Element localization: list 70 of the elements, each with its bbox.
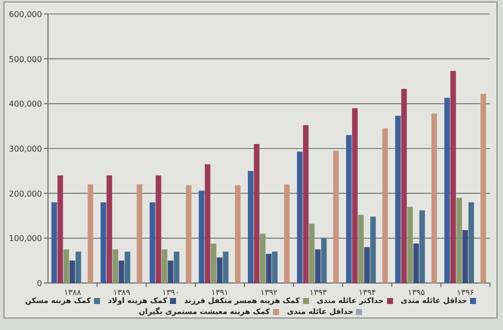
bar — [413, 244, 419, 283]
bar — [216, 257, 222, 283]
bar — [150, 202, 156, 283]
bar — [254, 144, 260, 283]
bar — [64, 249, 70, 283]
y-tick-label: 600,000 — [8, 10, 42, 19]
bar — [186, 185, 192, 283]
x-tick-label: ۱۳۸۸ — [64, 288, 82, 297]
bar — [358, 214, 364, 283]
bar — [364, 247, 370, 283]
bar — [321, 238, 327, 283]
bar — [136, 184, 142, 283]
bar — [419, 210, 425, 283]
bar — [198, 190, 204, 283]
y-tick-label: 300,000 — [8, 144, 42, 154]
bar — [210, 244, 216, 283]
bar — [168, 260, 174, 283]
bar — [480, 94, 486, 283]
x-tick-label: ۱۳۹۵ — [408, 288, 425, 297]
bar — [272, 252, 278, 283]
bar — [315, 249, 321, 283]
bar — [100, 202, 106, 283]
bar — [450, 70, 456, 283]
bar — [407, 206, 413, 283]
bar — [266, 254, 272, 283]
bar — [112, 249, 118, 283]
y-tick-label: 200,000 — [8, 189, 42, 198]
bar — [352, 108, 358, 283]
bar — [284, 184, 290, 283]
bar — [88, 184, 94, 283]
y-tick-label: 0 — [36, 279, 42, 288]
bar — [346, 135, 352, 283]
bar — [76, 252, 82, 283]
bar — [333, 150, 339, 283]
x-tick-label: ۱۳۸۹ — [113, 288, 130, 297]
bar — [234, 185, 241, 283]
bar — [248, 170, 254, 283]
x-tick-label: ۱۳۹۶ — [456, 288, 474, 297]
y-tick-label: 500,000 — [8, 54, 42, 64]
bar — [395, 116, 401, 283]
bar — [156, 175, 162, 283]
bar — [51, 202, 57, 283]
bar — [462, 230, 468, 283]
x-tick-label: ۱۳۹۴ — [358, 288, 376, 297]
x-tick-label: ۱۳۹۲ — [260, 288, 278, 297]
bar — [296, 152, 303, 283]
bar — [162, 249, 168, 283]
bar — [444, 98, 450, 283]
bar — [456, 198, 462, 283]
bar — [370, 216, 376, 283]
bar — [124, 252, 130, 283]
bar — [118, 260, 124, 283]
bar — [309, 224, 315, 283]
y-tick-label: 100,000 — [8, 234, 42, 244]
x-tick-label: ۱۳۹۰ — [162, 288, 180, 297]
bar — [401, 88, 407, 283]
bar — [106, 175, 112, 283]
bar — [57, 175, 64, 283]
y-tick-label: 400,000 — [8, 100, 42, 109]
bar — [303, 125, 309, 283]
bar — [468, 202, 474, 283]
bar — [260, 234, 266, 283]
x-tick-label: ۱۳۹۳ — [310, 288, 328, 297]
bar — [222, 252, 228, 283]
x-tick-label: ۱۳۹۱ — [211, 288, 228, 297]
bar — [70, 260, 76, 283]
bar — [204, 164, 210, 283]
bar — [174, 252, 180, 283]
bar — [431, 114, 437, 283]
bar — [382, 128, 388, 283]
